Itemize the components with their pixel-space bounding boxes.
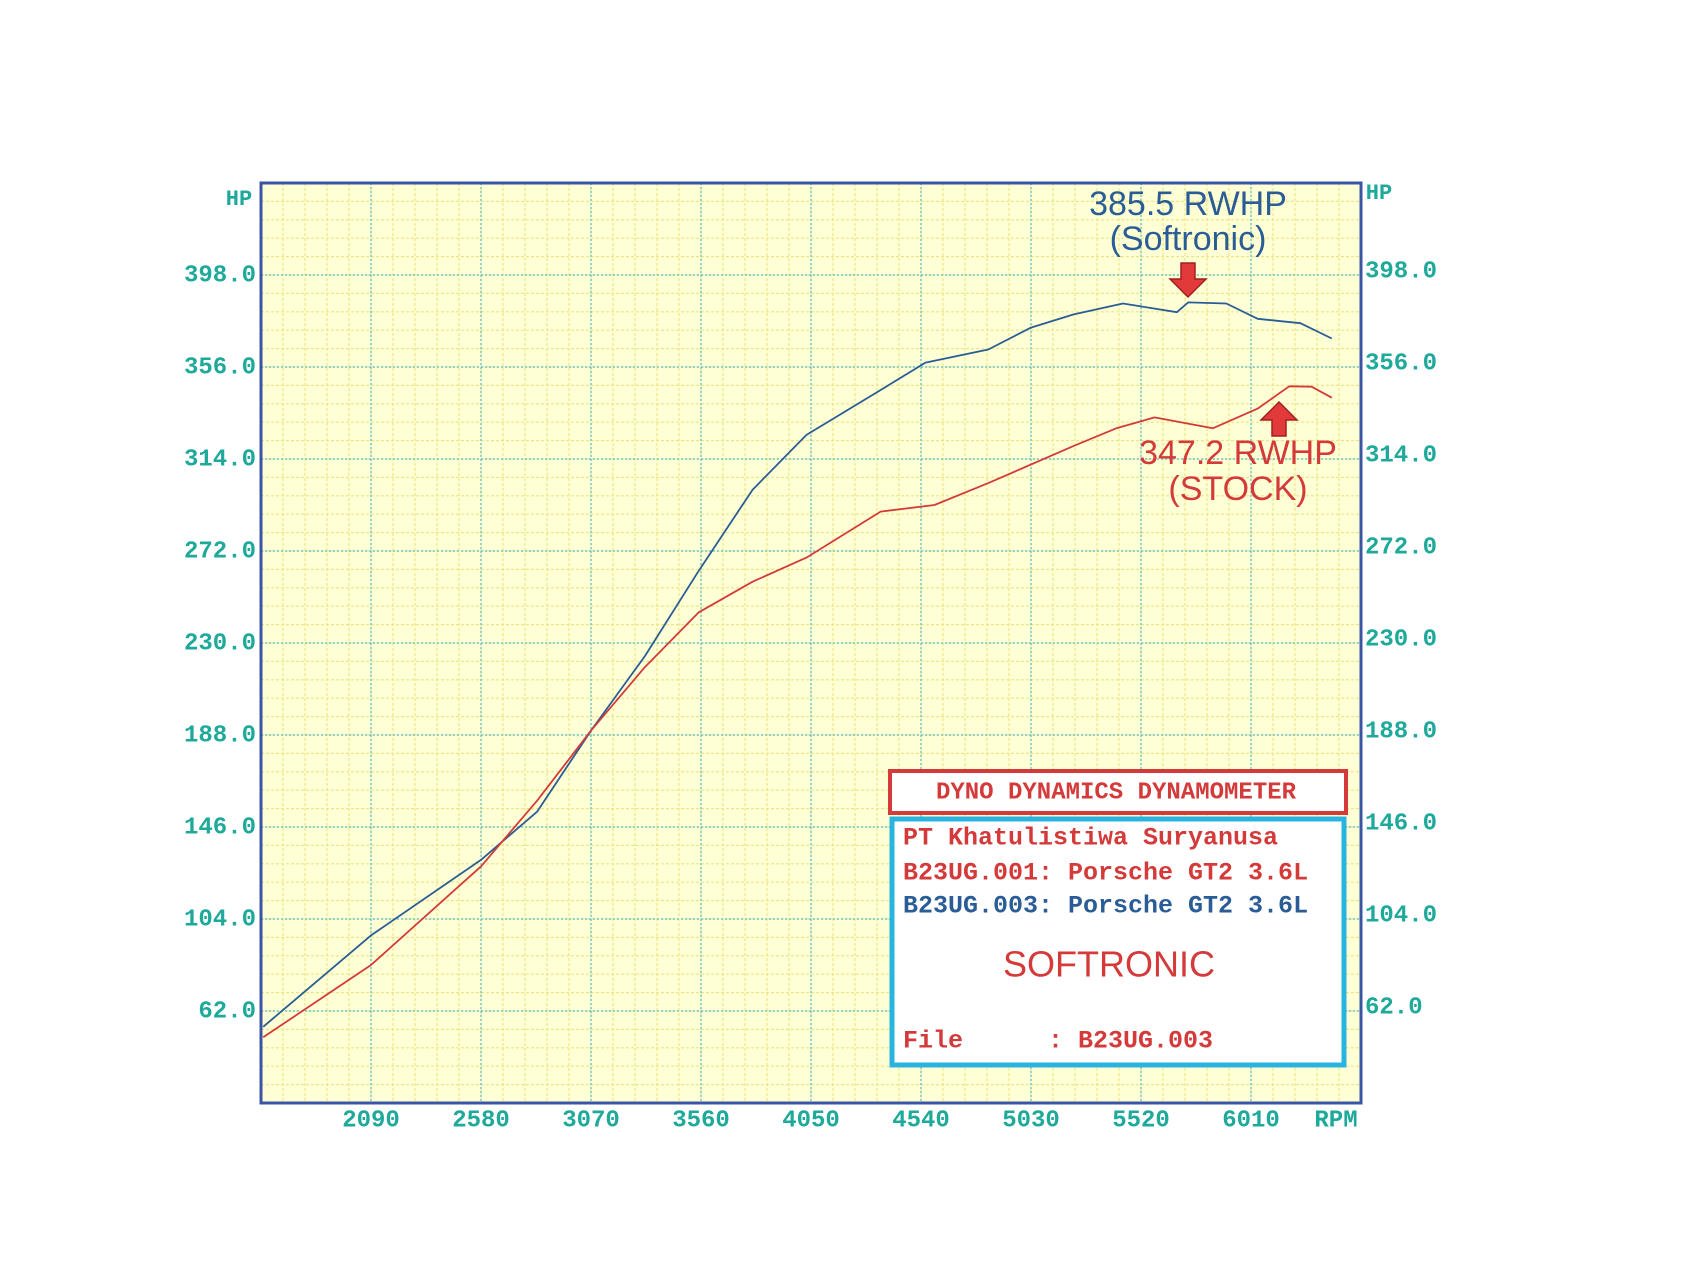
annotation-arrow <box>1259 400 1299 437</box>
y-tick-label: 230.0 <box>184 630 256 657</box>
y-tick-label: 146.0 <box>184 814 256 841</box>
y2-tick-label: 62.0 <box>1365 994 1423 1021</box>
x-tick-label: 5520 <box>1112 1107 1170 1134</box>
y2-tick-label: 398.0 <box>1365 258 1437 285</box>
y2-tick-label: 314.0 <box>1365 442 1437 469</box>
y2-tick-label: 272.0 <box>1365 534 1437 561</box>
annotation-arrow <box>1168 262 1208 299</box>
info-box <box>889 816 1347 1068</box>
series-line <box>262 385 1333 1039</box>
info-label: SOFTRONIC <box>1003 944 1215 985</box>
y-tick-label: 188.0 <box>184 722 256 749</box>
y-axis-label: HP <box>226 187 252 212</box>
y-tick-label: 62.0 <box>198 998 256 1025</box>
y2-tick-label: 230.0 <box>1365 626 1437 653</box>
x-tick-label: 5030 <box>1002 1107 1060 1134</box>
y-tick-label: 272.0 <box>184 538 256 565</box>
info-company: PT Khatulistiwa Suryanusa <box>903 824 1278 853</box>
x-tick-label: 3560 <box>672 1107 730 1134</box>
legend-entry: B23UG.001: Porsche GT2 3.6L <box>903 859 1308 888</box>
x-tick-label: 3070 <box>562 1107 620 1134</box>
annotation: (Softronic) <box>1110 220 1267 258</box>
annotation: (STOCK) <box>1168 470 1307 508</box>
y2-axis-label: HP <box>1366 181 1392 206</box>
legend-entry: B23UG.003: Porsche GT2 3.6L <box>903 892 1308 921</box>
y-tick-label: 398.0 <box>184 262 256 289</box>
info-header-box <box>888 769 1348 815</box>
x-tick-label: 6010 <box>1222 1107 1280 1134</box>
y2-tick-label: 188.0 <box>1365 718 1437 745</box>
x-axis-label: RPM <box>1314 1107 1357 1134</box>
y2-tick-label: 104.0 <box>1365 902 1437 929</box>
lines <box>262 301 1333 1039</box>
y-tick-label: 314.0 <box>184 446 256 473</box>
annotation: 347.2 RWHP <box>1139 434 1337 472</box>
x-tick-label: 2580 <box>452 1107 510 1134</box>
x-tick-label: 4540 <box>892 1107 950 1134</box>
plot-border <box>259 181 1363 1105</box>
info-file-label: File <box>903 1027 963 1056</box>
info-file-value: : B23UG.003 <box>1048 1027 1213 1056</box>
y2-tick-label: 146.0 <box>1365 810 1437 837</box>
y2-tick-label: 356.0 <box>1365 350 1437 377</box>
y-tick-label: 104.0 <box>184 906 256 933</box>
x-tick-label: 2090 <box>342 1107 400 1134</box>
info-header: DYNO DYNAMICS DYNAMOMETER <box>936 779 1297 806</box>
x-tick-label: 4050 <box>782 1107 840 1134</box>
y-tick-label: 356.0 <box>184 354 256 381</box>
series-line <box>262 301 1333 1028</box>
annotation: 385.5 RWHP <box>1089 185 1287 223</box>
